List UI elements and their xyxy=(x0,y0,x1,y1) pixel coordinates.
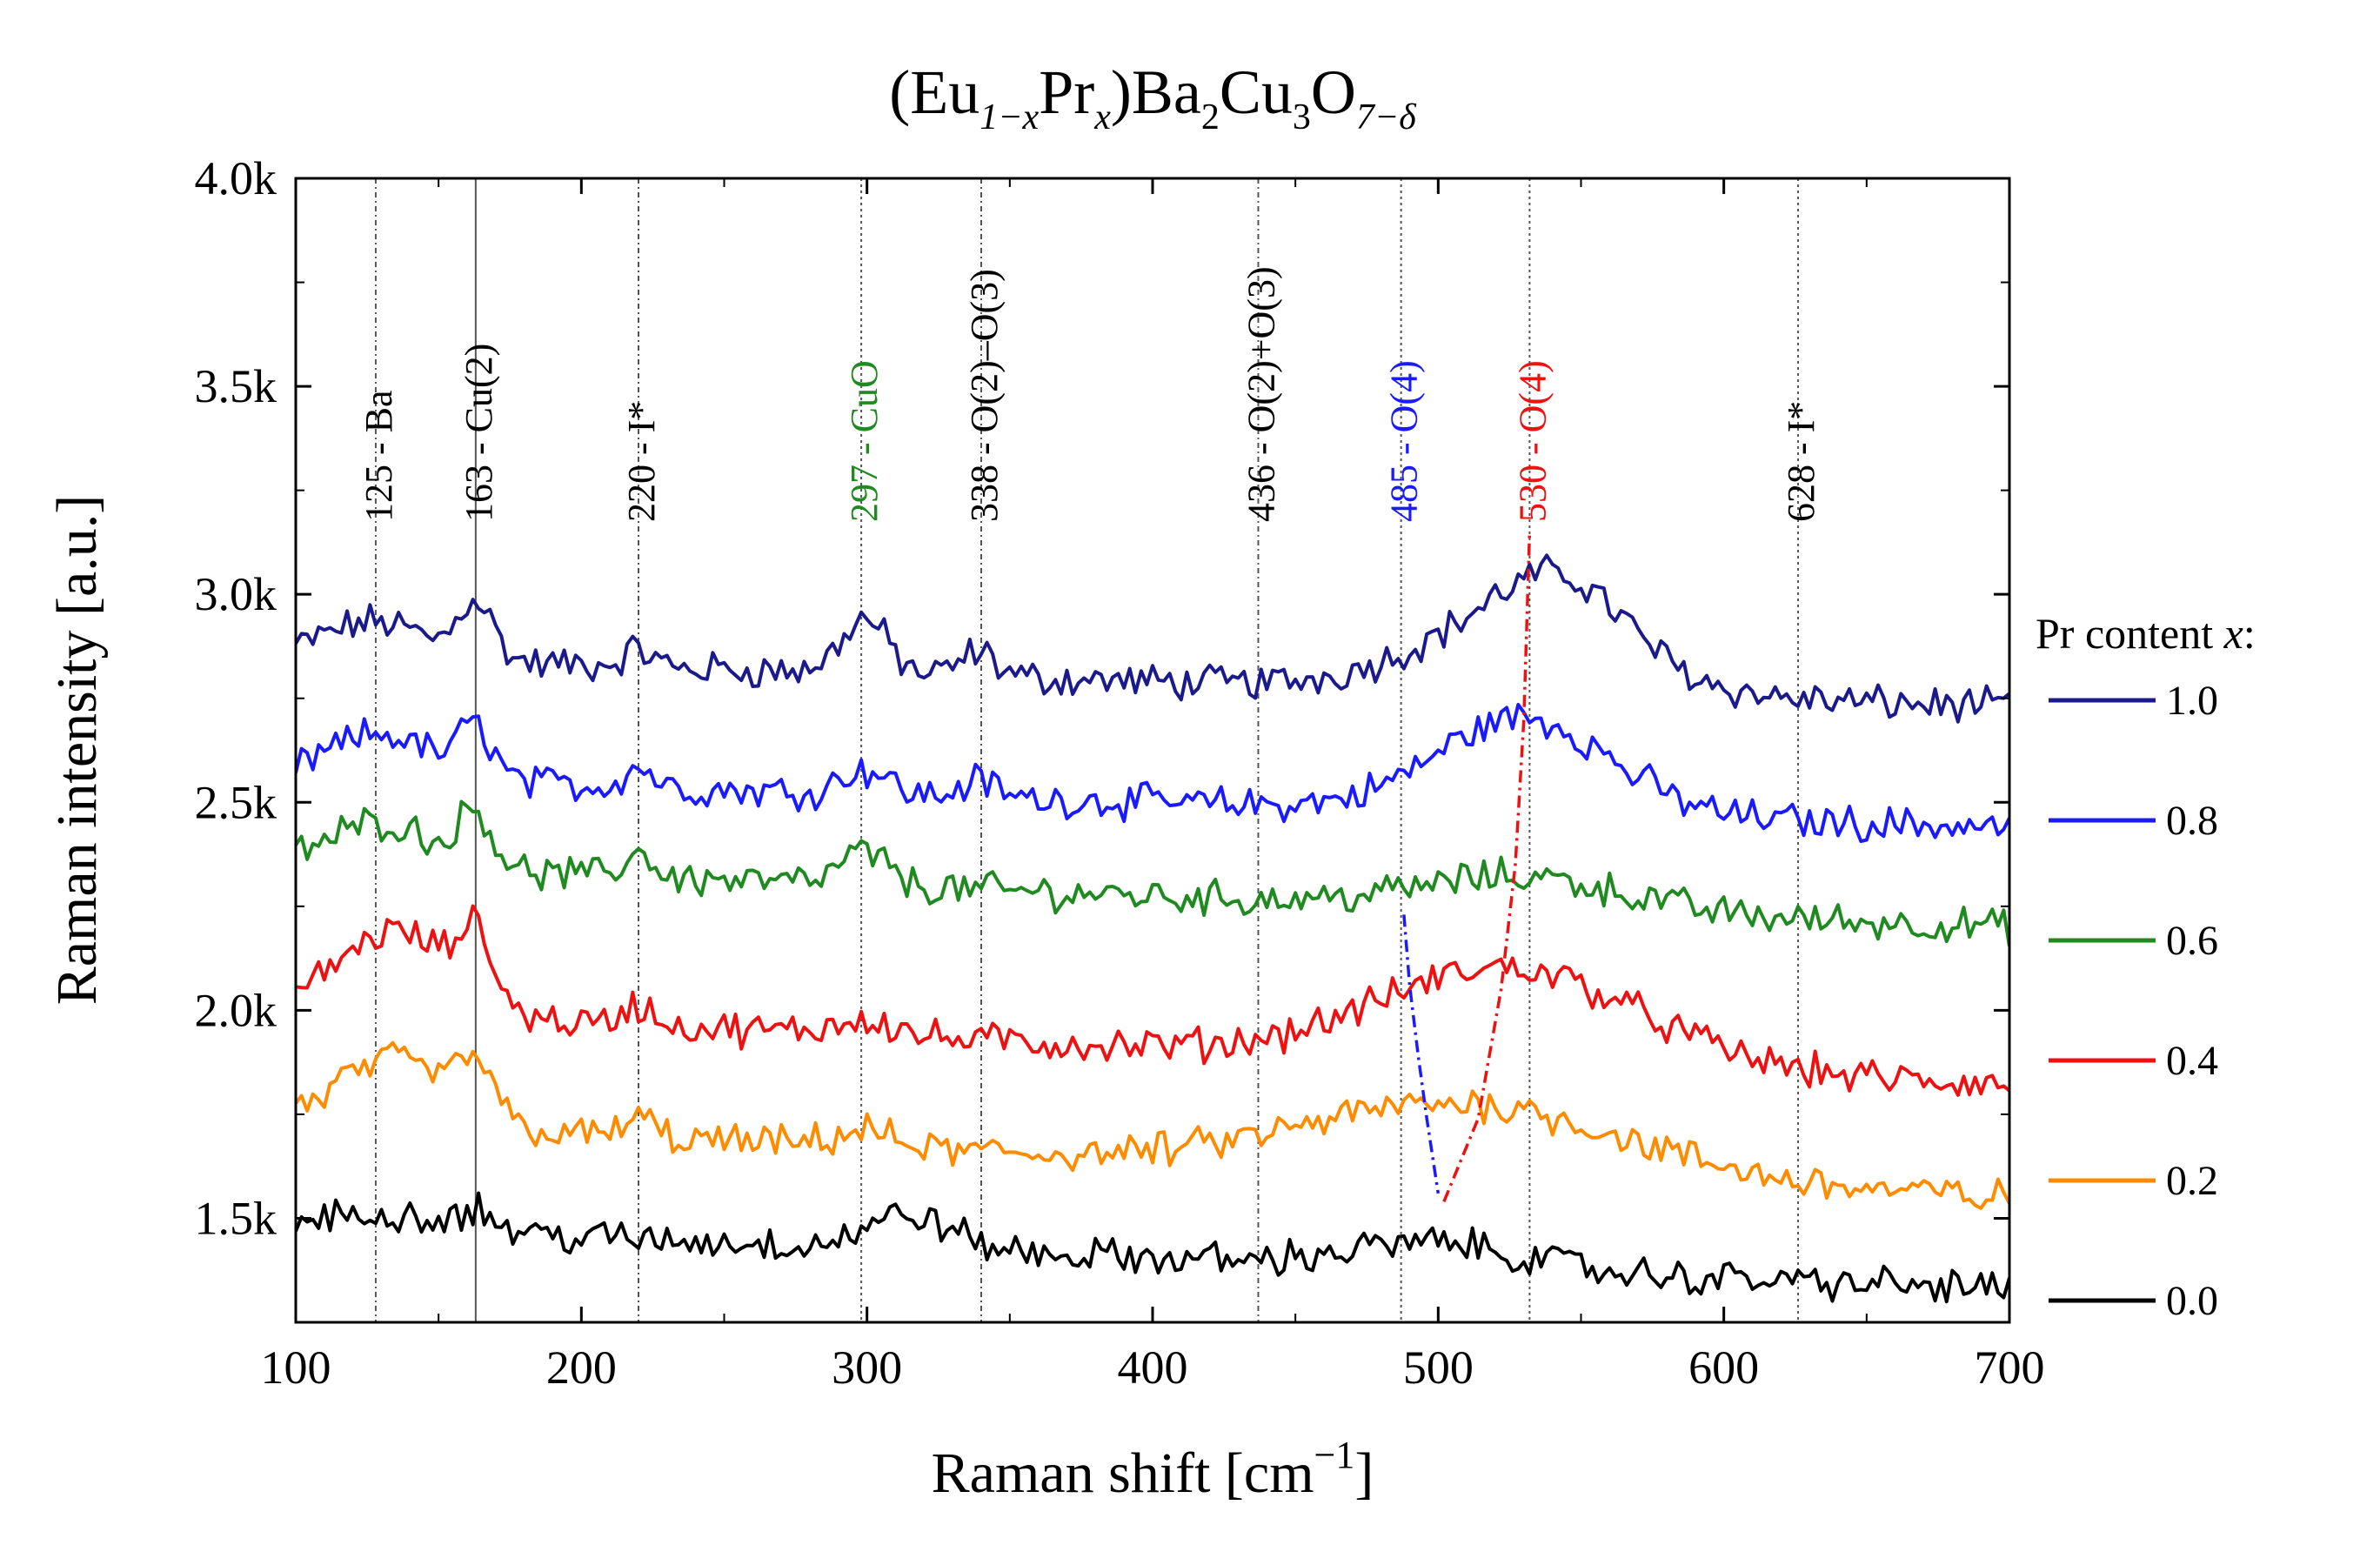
title-part: Pr xyxy=(1039,57,1094,127)
peak-label-8: 628 - I* xyxy=(1780,401,1822,522)
legend-title-text: Pr content xyxy=(2036,609,2224,658)
series-line-0.2 xyxy=(296,1040,2009,1210)
title-sub: 1−x xyxy=(979,97,1039,137)
legend-label-0.2: 0.2 xyxy=(2166,1158,2218,1204)
x-tick-label: 600 xyxy=(1688,1341,1759,1394)
series-line-0.0 xyxy=(296,1191,2009,1304)
peak-label-3: 297 - CuO xyxy=(843,360,886,522)
x-tick-label: 700 xyxy=(1975,1341,2045,1394)
legend-label-0.4: 0.4 xyxy=(2166,1038,2218,1084)
chart-title-text: (Eu1−xPrx)Ba2Cu3O7−δ xyxy=(889,57,1417,137)
x-axis-label-sup: −1 xyxy=(1314,1434,1355,1476)
x-axis-label-tail: ] xyxy=(1354,1441,1374,1505)
x-tick-label: 200 xyxy=(546,1341,617,1394)
y-axis-label: Raman intensity [a.u.] xyxy=(45,495,109,1006)
series-line-0.6 xyxy=(296,799,2009,947)
peak-label-5: 436 - O(2)+O(3) xyxy=(1240,266,1282,522)
peak-label-6: 485 - O(4) xyxy=(1383,360,1426,522)
trend-curve-0 xyxy=(1402,914,1441,1194)
y-tick-label: 2.5k xyxy=(195,776,277,828)
title-part: Cu xyxy=(1220,57,1293,127)
x-tick-label: 100 xyxy=(261,1341,331,1394)
legend-label-0.0: 0.0 xyxy=(2166,1278,2218,1324)
y-tick-label: 3.0k xyxy=(195,568,277,620)
legend-label-0.8: 0.8 xyxy=(2166,798,2218,844)
peak-label-1: 163 - Cu(2) xyxy=(458,344,500,522)
series-lines xyxy=(296,553,2009,1304)
x-axis-label: Raman shift [cm−1] xyxy=(932,1434,1374,1505)
title-part: O xyxy=(1311,57,1356,127)
peak-label-4: 338 - O(2)–O(3) xyxy=(963,269,1006,522)
plot-area: 125 - Ba 163 - Cu(2) 220 - I* 297 - CuO 338 … xyxy=(296,178,2009,1322)
peak-label-0: 125 - Ba xyxy=(358,390,400,522)
y-tick-label: 4.0k xyxy=(195,152,277,204)
legend-title-colon: : xyxy=(2243,609,2256,658)
title-part: (Eu xyxy=(889,57,979,127)
legend-label-0.6: 0.6 xyxy=(2166,918,2218,964)
x-tick-label: 500 xyxy=(1403,1341,1474,1394)
trend-curve-1 xyxy=(1442,532,1532,1202)
legend-title-var: x xyxy=(2223,609,2243,658)
y-tick-label: 3.5k xyxy=(195,360,277,412)
axes: 100 200 300 400 500 600 700 1.5k 2.0k 2.5k 3.0k 3.5… xyxy=(45,152,2045,1505)
peak-label-7: 530 - O(4) xyxy=(1511,360,1554,522)
y-tick-label: 1.5k xyxy=(195,1192,277,1244)
legend-title: Pr content x: xyxy=(2036,609,2256,658)
x-tick-label: 300 xyxy=(832,1341,902,1394)
series-line-0.8 xyxy=(296,703,2009,843)
title-sub: 3 xyxy=(1293,97,1311,137)
chart-title: (Eu1−xPrx)Ba2Cu3O7−δ xyxy=(889,57,1417,137)
series-line-0.4 xyxy=(296,904,2009,1097)
peak-label-2: 220 - I* xyxy=(620,401,663,522)
x-axis-label-main: Raman shift [cm xyxy=(932,1441,1314,1505)
title-sub: 7−δ xyxy=(1356,97,1417,137)
legend: Pr content x:1.00.80.60.40.20.0 xyxy=(2036,609,2256,1324)
x-tick-label: 400 xyxy=(1118,1341,1188,1394)
y-tick-label: 2.0k xyxy=(195,984,277,1036)
title-sub: x xyxy=(1093,97,1111,137)
series-line-1.0 xyxy=(296,553,2009,724)
legend-label-1.0: 1.0 xyxy=(2166,678,2218,724)
plot-frame xyxy=(294,177,2011,1324)
title-part: )Ba xyxy=(1111,57,1201,127)
title-sub: 2 xyxy=(1201,97,1220,137)
